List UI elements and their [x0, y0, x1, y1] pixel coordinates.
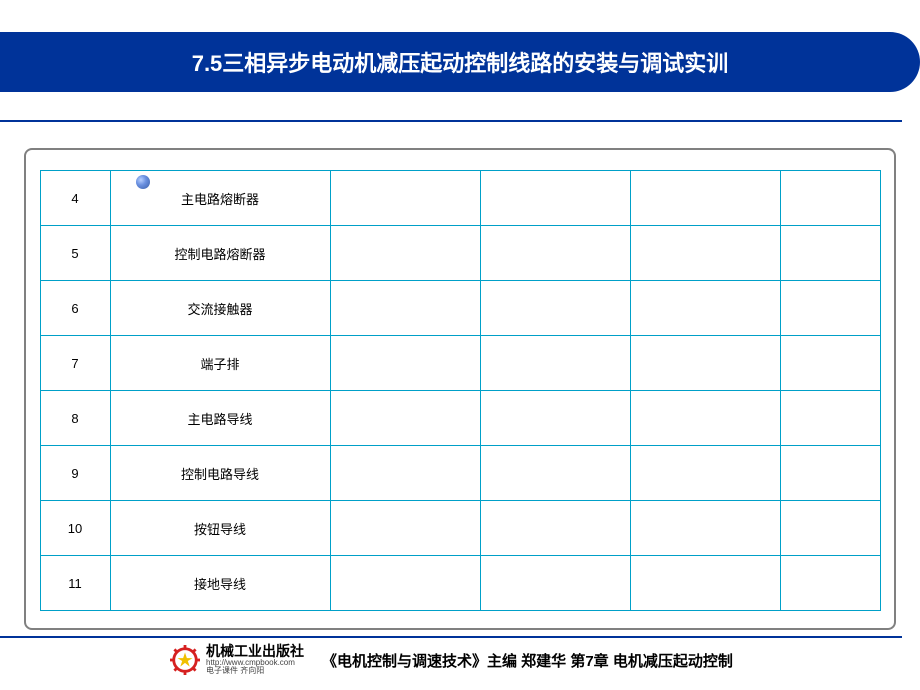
content-frame: 4主电路熔断器5控制电路熔断器6交流接触器7端子排8主电路导线9控制电路导线10… — [24, 148, 896, 630]
table-cell — [780, 391, 880, 446]
gear-icon — [170, 645, 200, 675]
logo-text: 机械工业出版社 http://www.cmpbook.com 电子课件 齐向阳 — [206, 644, 304, 675]
footer-text: 《电机控制与调速技术》主编 郑建华 第7章 电机减压起动控制 — [322, 650, 733, 671]
table-cell — [630, 501, 780, 556]
table-cell — [480, 281, 630, 336]
table-cell — [480, 446, 630, 501]
table-cell — [480, 501, 630, 556]
table-row: 8主电路导线 — [40, 391, 880, 446]
table-cell — [630, 391, 780, 446]
table-row: 7端子排 — [40, 336, 880, 391]
logo-sub: 电子课件 齐向阳 — [206, 667, 304, 675]
table-cell — [630, 171, 780, 226]
table-cell — [330, 556, 480, 611]
table-cell: 交流接触器 — [110, 281, 330, 336]
table-cell — [780, 501, 880, 556]
table-cell — [630, 556, 780, 611]
table-row: 11接地导线 — [40, 556, 880, 611]
table-cell — [480, 336, 630, 391]
table-row: 5控制电路熔断器 — [40, 226, 880, 281]
table-row: 4主电路熔断器 — [40, 171, 880, 226]
table-cell: 10 — [40, 501, 110, 556]
table-cell: 主电路导线 — [110, 391, 330, 446]
table-cell — [330, 336, 480, 391]
divider-top — [0, 120, 902, 122]
table-cell: 8 — [40, 391, 110, 446]
table-cell — [780, 281, 880, 336]
equipment-table: 4主电路熔断器5控制电路熔断器6交流接触器7端子排8主电路导线9控制电路导线10… — [40, 170, 881, 611]
table-cell — [330, 446, 480, 501]
table-cell — [480, 226, 630, 281]
table-cell — [780, 336, 880, 391]
table-cell: 4 — [40, 171, 110, 226]
table-cell — [630, 336, 780, 391]
table-cell — [480, 556, 630, 611]
divider-bottom — [0, 636, 902, 638]
table-cell: 5 — [40, 226, 110, 281]
bullet-dot-icon — [136, 175, 150, 189]
table-row: 6交流接触器 — [40, 281, 880, 336]
table-row: 10按钮导线 — [40, 501, 880, 556]
table-cell — [480, 171, 630, 226]
table-cell — [480, 391, 630, 446]
table-cell — [330, 391, 480, 446]
table-cell: 控制电路导线 — [110, 446, 330, 501]
table-cell — [780, 446, 880, 501]
table-cell — [330, 501, 480, 556]
table-row: 9控制电路导线 — [40, 446, 880, 501]
table-cell — [780, 226, 880, 281]
table-cell: 端子排 — [110, 336, 330, 391]
footer: 机械工业出版社 http://www.cmpbook.com 电子课件 齐向阳 … — [0, 640, 920, 680]
table-cell — [630, 281, 780, 336]
table-cell: 9 — [40, 446, 110, 501]
table-cell: 控制电路熔断器 — [110, 226, 330, 281]
table-cell: 7 — [40, 336, 110, 391]
title-band: 7.5三相异步电动机减压起动控制线路的安装与调试实训 — [0, 32, 920, 92]
table-cell — [330, 281, 480, 336]
table-cell — [630, 226, 780, 281]
table-cell — [630, 446, 780, 501]
table-cell: 11 — [40, 556, 110, 611]
table-cell — [780, 171, 880, 226]
table-cell: 6 — [40, 281, 110, 336]
table-cell: 按钮导线 — [110, 501, 330, 556]
logo-name: 机械工业出版社 — [206, 644, 304, 659]
page-title: 7.5三相异步电动机减压起动控制线路的安装与调试实训 — [192, 46, 729, 78]
table-cell: 接地导线 — [110, 556, 330, 611]
table-cell — [780, 556, 880, 611]
table-cell — [330, 171, 480, 226]
publisher-logo: 机械工业出版社 http://www.cmpbook.com 电子课件 齐向阳 — [170, 644, 304, 675]
table-cell — [330, 226, 480, 281]
